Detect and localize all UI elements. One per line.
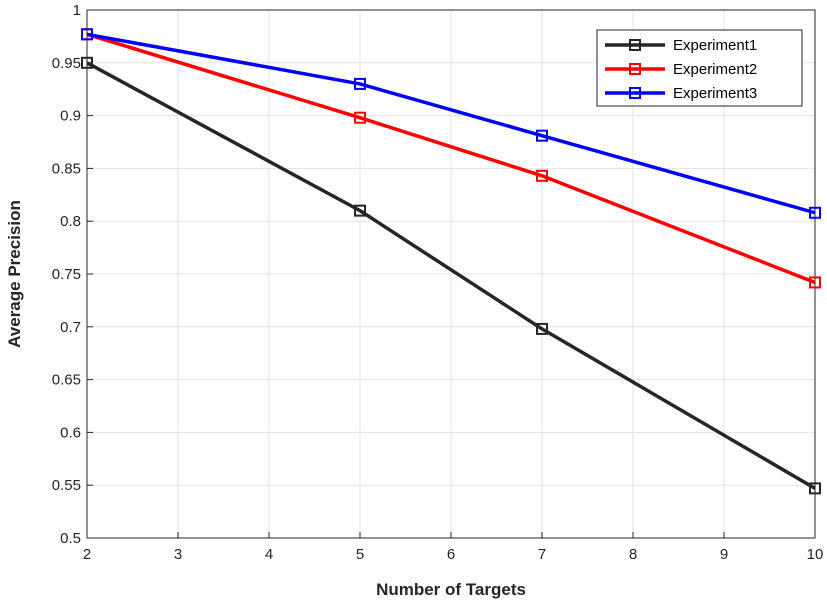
y-tick-label: 0.55	[52, 477, 81, 494]
legend-marker	[629, 63, 641, 75]
x-tick-label: 8	[629, 546, 637, 563]
legend-label: Experiment1	[673, 37, 757, 54]
series-1	[81, 56, 821, 495]
x-tick-label: 9	[720, 546, 728, 563]
y-tick-label: 0.85	[52, 160, 81, 177]
series-line	[86, 32, 816, 215]
x-tick-label: 6	[447, 546, 455, 563]
y-tick-label: 0.9	[60, 108, 81, 125]
y-tick-label: 0.75	[52, 266, 81, 283]
data-point-marker	[536, 169, 548, 182]
series-line	[86, 61, 816, 490]
data-point-marker	[809, 206, 821, 219]
data-point-marker	[809, 276, 821, 289]
y-tick-label: 0.65	[52, 372, 81, 389]
data-point-marker	[809, 482, 821, 495]
y-tick-label: 0.95	[52, 55, 81, 72]
legend-marker	[629, 87, 641, 99]
data-point-marker	[354, 204, 366, 217]
x-tick-label: 7	[538, 546, 546, 563]
y-tick-label: 1	[73, 2, 81, 19]
legend-marker	[629, 39, 641, 51]
data-point-marker	[354, 111, 366, 124]
series-group	[81, 28, 821, 495]
x-tick-label: 5	[356, 546, 364, 563]
series-line	[86, 32, 816, 285]
y-tick-label: 0.6	[60, 424, 81, 441]
data-point-marker	[81, 28, 93, 41]
series-3	[81, 28, 821, 219]
y-tick-label: 0.8	[60, 213, 81, 230]
data-point-marker	[536, 129, 548, 142]
legend: Experiment1 Experiment2 Experiment3	[596, 29, 803, 107]
legend-label: Experiment2	[673, 61, 757, 78]
y-axis-ticks: 0.5 0.55 0.6 0.65 0.7 0.75 0.8 0.85 0.9 0.95 1	[52, 2, 93, 547]
y-tick-label: 0.7	[60, 319, 81, 336]
data-point-marker	[354, 77, 366, 90]
legend-label: Experiment3	[673, 85, 757, 102]
x-axis-label: Number of Targets	[376, 580, 526, 599]
data-point-marker	[536, 322, 548, 335]
x-axis-ticks: 2 3 4 5 6 7 8 9 10	[83, 532, 824, 563]
y-tick-label: 0.5	[60, 530, 81, 547]
x-tick-label: 2	[83, 546, 91, 563]
y-axis-label: Average Precision	[5, 200, 24, 348]
data-point-marker	[81, 56, 93, 69]
x-tick-label: 10	[807, 546, 824, 563]
x-tick-label: 3	[174, 546, 182, 563]
x-tick-label: 4	[265, 546, 273, 563]
